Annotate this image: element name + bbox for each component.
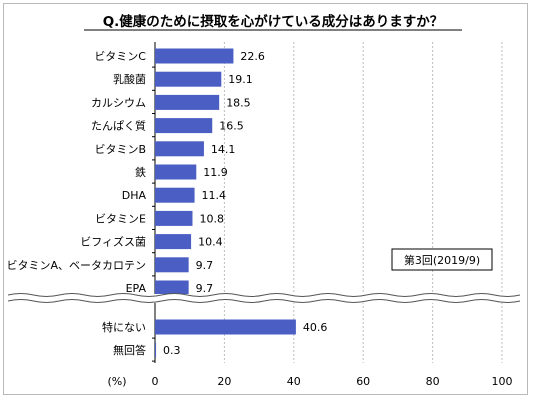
legend-box: 第3回(2019/9) — [391, 248, 493, 271]
main-category-label: 鉄 — [135, 165, 146, 179]
x-axis-unit-label: (%) — [107, 375, 126, 388]
x-tick-label: 60 — [356, 375, 370, 388]
main-bar — [155, 71, 222, 87]
main-bar — [155, 234, 192, 250]
main-value-label: 11.4 — [202, 189, 227, 202]
x-tick-label: 80 — [426, 375, 440, 388]
main-category-label: たんぱく質 — [91, 119, 146, 133]
main-value-label: 9.7 — [196, 259, 214, 272]
main-value-label: 14.1 — [211, 143, 236, 156]
main-bar — [155, 257, 189, 273]
main-category-label: カルシウム — [91, 96, 146, 109]
main-value-label: 10.8 — [199, 212, 224, 225]
main-bar — [155, 164, 197, 180]
y-axis — [152, 42, 156, 363]
main-value-label: 11.9 — [203, 166, 228, 179]
grid-lines — [223, 42, 503, 363]
main-category-label: DHA — [122, 189, 147, 202]
x-tick-label: 0 — [152, 375, 159, 388]
legend-text: 第3回(2019/9) — [404, 253, 480, 267]
main-bar — [155, 210, 193, 226]
extra-value-label: 0.3 — [163, 344, 181, 357]
extra-bar — [155, 319, 296, 335]
extra-value-label: 40.6 — [303, 321, 328, 334]
main-value-label: 9.7 — [196, 282, 214, 295]
extra-bar — [155, 342, 157, 358]
main-category-label: ビフィズス菌 — [80, 235, 146, 249]
main-value-label: 18.5 — [226, 96, 251, 109]
main-category-label: 乳酸菌 — [113, 72, 146, 86]
main-bar — [155, 48, 234, 64]
main-bar — [155, 118, 213, 134]
x-tick-label: 40 — [287, 375, 301, 388]
main-category-label: ビタミンE — [95, 212, 146, 225]
main-value-label: 16.5 — [219, 120, 244, 133]
main-category-label: ビタミンC — [94, 50, 146, 63]
x-tick-label: 100 — [492, 375, 513, 388]
main-category-label: ビタミンA、ベータカロテン — [6, 259, 146, 272]
main-bar — [155, 94, 220, 110]
axis-break-line — [7, 293, 521, 297]
main-bar — [155, 187, 195, 203]
main-bar — [155, 280, 189, 296]
main-value-label: 22.6 — [240, 50, 265, 63]
axis-break-line — [7, 299, 521, 303]
axis-break-gap — [6, 294, 522, 303]
main-value-label: 19.1 — [228, 73, 253, 86]
extra-category-label: 特にない — [102, 320, 146, 334]
chart-title: Q.健康のために摂取を心がけている成分はありますか？ — [103, 13, 444, 30]
main-bar — [155, 141, 204, 157]
x-tick-labels: 0 20 40 60 80 100 — [152, 375, 513, 388]
main-category-label: EPA — [126, 282, 147, 295]
main-value-label: 10.4 — [198, 236, 223, 249]
extra-category-label: 無回答 — [113, 343, 146, 357]
x-tick-label: 20 — [217, 375, 231, 388]
axis-break — [6, 293, 522, 303]
main-category-label: ビタミンB — [94, 143, 146, 156]
bars: ビタミンC 22.6 乳酸菌 19.1 カルシウム 18.5 たんぱく質 16.5 ビタミンB 1… — [6, 48, 328, 358]
